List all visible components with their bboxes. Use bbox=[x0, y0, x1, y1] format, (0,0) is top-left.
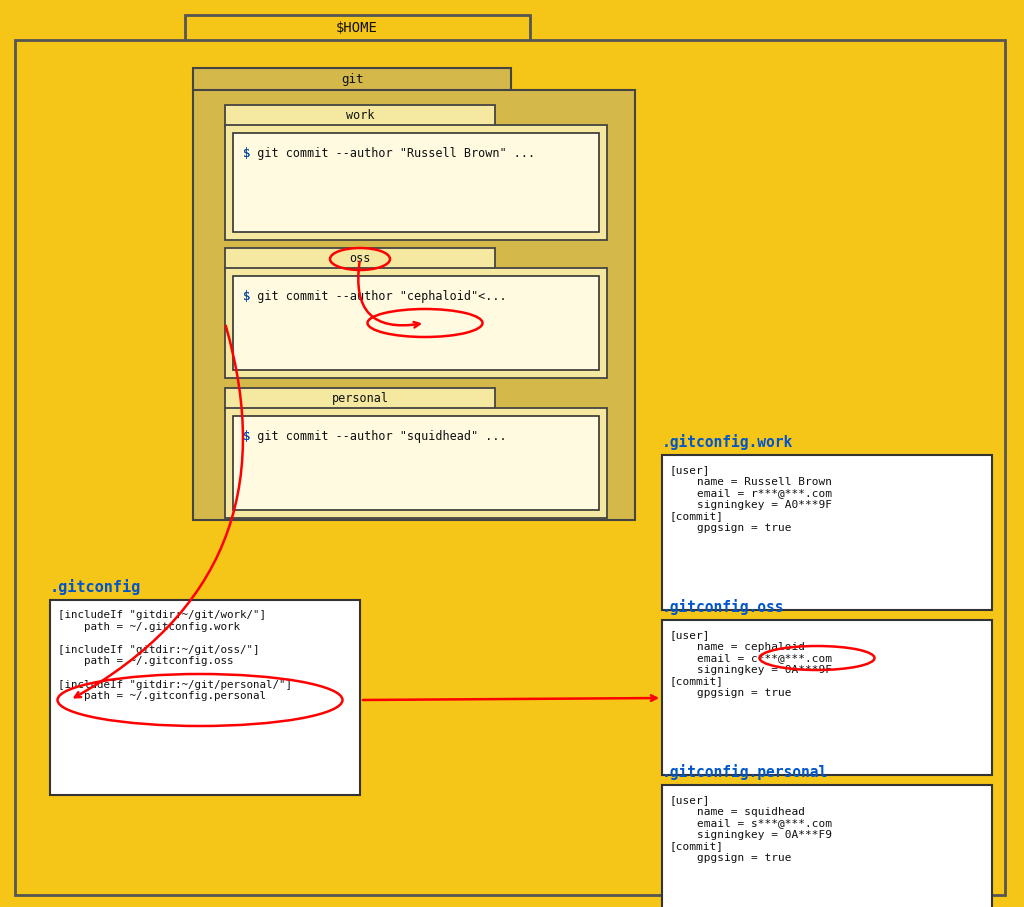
Text: .gitconfig: .gitconfig bbox=[50, 579, 141, 595]
Text: $: $ bbox=[243, 430, 250, 443]
Text: $ git commit --author "Russell Brown" ...: $ git commit --author "Russell Brown" ..… bbox=[243, 147, 536, 160]
FancyBboxPatch shape bbox=[225, 408, 607, 518]
FancyBboxPatch shape bbox=[225, 105, 495, 127]
FancyBboxPatch shape bbox=[225, 125, 607, 240]
FancyBboxPatch shape bbox=[185, 15, 530, 43]
Text: .gitconfig.work: .gitconfig.work bbox=[662, 434, 794, 450]
Text: .gitconfig.oss: .gitconfig.oss bbox=[662, 599, 784, 615]
FancyBboxPatch shape bbox=[50, 600, 360, 795]
Text: $: $ bbox=[243, 147, 250, 160]
Text: [includeIf "gitdir:~/git/work/"]
    path = ~/.gitconfig.work

[includeIf "gitdi: [includeIf "gitdir:~/git/work/"] path = … bbox=[58, 610, 292, 701]
FancyBboxPatch shape bbox=[193, 68, 511, 92]
FancyBboxPatch shape bbox=[233, 276, 599, 370]
Text: $ git commit --author "squidhead" ...: $ git commit --author "squidhead" ... bbox=[243, 430, 507, 443]
FancyBboxPatch shape bbox=[662, 785, 992, 907]
FancyBboxPatch shape bbox=[193, 90, 635, 520]
FancyBboxPatch shape bbox=[662, 620, 992, 775]
FancyBboxPatch shape bbox=[225, 248, 495, 270]
Text: $: $ bbox=[243, 290, 250, 303]
Text: [user]
    name = squidhead
    email = s***@***.com
    signingkey = 0A***F9
[c: [user] name = squidhead email = s***@***… bbox=[670, 795, 831, 863]
Text: personal: personal bbox=[332, 392, 388, 405]
Text: oss: oss bbox=[349, 252, 371, 265]
FancyBboxPatch shape bbox=[225, 268, 607, 378]
FancyBboxPatch shape bbox=[233, 133, 599, 232]
Text: .gitconfig.personal: .gitconfig.personal bbox=[662, 764, 828, 780]
FancyBboxPatch shape bbox=[662, 455, 992, 610]
FancyBboxPatch shape bbox=[225, 388, 495, 410]
Text: git: git bbox=[341, 73, 364, 86]
FancyBboxPatch shape bbox=[15, 40, 1005, 895]
Text: $ git commit --author "cephaloid"<...: $ git commit --author "cephaloid"<... bbox=[243, 290, 507, 303]
Text: [user]
    name = Russell Brown
    email = r***@***.com
    signingkey = A0***9: [user] name = Russell Brown email = r***… bbox=[670, 465, 831, 533]
Text: work: work bbox=[346, 109, 374, 122]
FancyBboxPatch shape bbox=[233, 416, 599, 510]
Text: $HOME: $HOME bbox=[336, 21, 378, 35]
Text: [user]
    name = cephaloid
    email = c***@***.com
    signingkey = 0A***9F
[c: [user] name = cephaloid email = c***@***… bbox=[670, 630, 831, 698]
